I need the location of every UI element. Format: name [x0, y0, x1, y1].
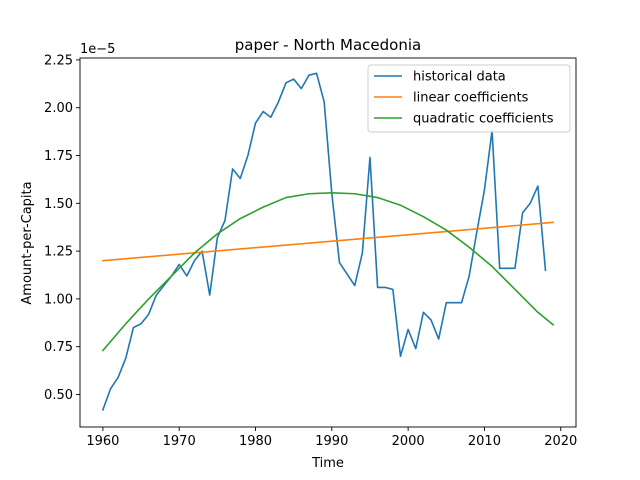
y-axis-title: Amount-per-Capita — [20, 181, 35, 304]
legend-label-0: historical data — [413, 70, 506, 85]
x-tick-label: 1960 — [86, 434, 119, 449]
legend-label-1: linear coefficients — [413, 91, 529, 106]
legend: historical data linear coefficients quadra… — [367, 64, 571, 133]
y-tick-label: 2.25 — [44, 53, 73, 68]
series-line-0 — [101, 72, 547, 411]
y-tick-label: 1.75 — [44, 149, 73, 164]
series-line-2 — [101, 191, 555, 352]
y-tick-label: 0.50 — [44, 388, 73, 403]
legend-label-2: quadratic coefficients — [413, 112, 554, 127]
x-tick-label: 2020 — [544, 434, 577, 449]
chart-title: paper - North Macedonia — [235, 36, 421, 54]
series-line-1 — [102, 221, 554, 262]
plot-area: 1960 1970 1980 1990 2000 2010 2020 0.50 0.75 1.00… — [44, 53, 577, 449]
axes-frame — [79, 57, 577, 428]
x-tick-label: 1970 — [163, 434, 196, 449]
y-tick-label: 1.50 — [44, 197, 73, 212]
x-tick-label: 2000 — [392, 434, 425, 449]
x-tick-label: 1980 — [239, 434, 272, 449]
y-offset-label: 1e−5 — [80, 42, 115, 57]
legend-box — [367, 64, 571, 133]
y-tick-label: 1.25 — [44, 245, 73, 260]
x-tick-label: 1990 — [315, 434, 348, 449]
x-axis-title: Time — [311, 456, 344, 471]
y-tick-label: 0.75 — [44, 340, 73, 355]
y-tick-label: 1.00 — [44, 292, 73, 307]
x-tick-label: 2010 — [468, 434, 501, 449]
y-tick-label: 2.00 — [44, 101, 73, 116]
